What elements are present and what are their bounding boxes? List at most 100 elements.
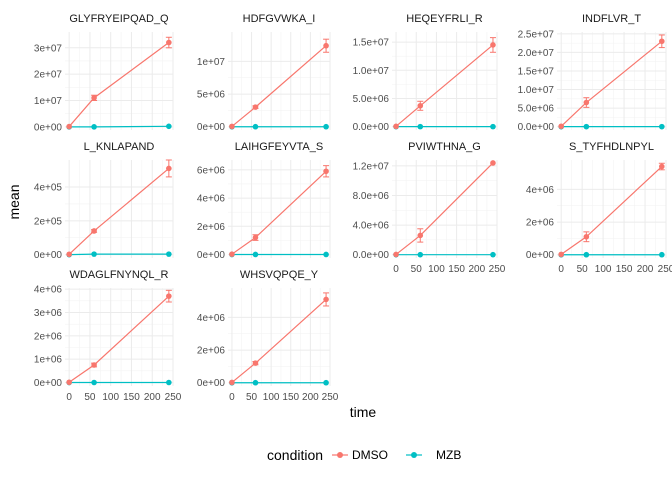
data-point-dmso [91,95,97,101]
y-tick-label: 1.0e+07 [518,85,555,96]
y-axis-title: mean [6,184,22,219]
panel-title: WHSVQPQE_Y [240,269,319,281]
data-point-dmso [558,123,564,130]
y-tick-label: 2e+07 [34,70,63,81]
y-tick-label: 3e+07 [34,43,63,54]
x-tick-label: 50 [577,264,589,275]
panel-title: HEQEYFRLI_R [406,13,482,25]
x-tick-label: 250 [489,264,506,275]
facet-panel: WHSVQPQE_Y 0e+00 2e+06 4e+06 0 50 100 150 200 250 [197,269,339,403]
facet-panel: INDFLVR_T 0.0e+00 5.0e+06 1.0e+07 1.5e+07 2.0… [518,13,667,133]
legend-label-mzb: MZB [436,448,461,462]
y-tick-label: 1e+06 [34,355,63,366]
facet-panel: PVIWTHNA_G 0.0e+00 4.0e+06 8.0e+06 1.2e+07 0 5… [353,141,506,275]
series-line-dmso [395,162,494,255]
data-point-dmso [252,104,259,110]
y-tick-label: 2.5e+07 [518,29,555,40]
x-axis-title: time [350,404,377,420]
facet-panel: L_KNLAPAND 0e+00 2e+05 4e+05 [34,141,174,261]
series-line-mzb [69,125,169,128]
y-tick-label: 8.0e+06 [353,191,390,202]
panel-title: LAIHGFEYVTA_S [235,141,323,153]
panel-title: PVIWTHNA_G [408,141,481,153]
y-tick-label: 2e+06 [197,346,226,357]
data-point-mzb [252,379,259,386]
data-point-mzb [323,123,329,130]
data-point-dmso [166,39,172,46]
legend: condition DMSO MZB [267,447,461,463]
data-point-mzb [91,251,97,257]
data-point-dmso [323,42,329,49]
y-tick-label: 4e+06 [34,285,63,296]
x-tick-label: 150 [123,392,140,403]
x-tick-label: 0 [66,392,72,403]
data-point-dmso [323,296,329,303]
x-tick-label: 250 [658,264,672,275]
y-tick-label: 1.0e+07 [353,66,390,77]
data-point-mzb [91,379,97,386]
series-line-mzb [69,253,169,256]
y-tick-label: 6e+06 [197,165,226,176]
data-point-dmso [252,360,259,366]
data-point-dmso [417,232,424,239]
series-line-dmso [560,40,663,127]
data-point-mzb [252,123,259,130]
series-line-dmso [231,298,327,383]
data-point-dmso [417,102,424,109]
y-tick-label: 0e+00 [197,122,226,133]
series-line-dmso [395,44,494,127]
x-tick-label: 100 [263,392,280,403]
y-tick-label: 0e+00 [34,250,63,261]
y-tick-label: 0.0e+00 [353,250,390,261]
series-line-dmso [231,45,327,127]
y-tick-label: 0e+00 [34,122,63,133]
y-tick-label: 1.2e+07 [353,161,390,172]
data-point-dmso [558,251,564,258]
legend-key-dmso [332,452,348,458]
data-point-dmso [252,234,259,241]
y-tick-label: 1.5e+07 [353,38,390,49]
data-point-dmso [229,123,235,130]
panel-title: GLYFRYEIPQAD_Q [69,13,169,25]
y-tick-label: 0e+00 [197,378,226,389]
data-point-dmso [66,123,72,130]
x-tick-label: 50 [411,264,423,275]
data-point-dmso [490,160,496,166]
data-point-dmso [229,379,235,386]
panel-title: INDFLVR_T [582,13,641,25]
data-point-dmso [583,99,590,106]
y-tick-label: 0e+00 [197,250,226,261]
facet-panel: LAIHGFEYVTA_S 0e+00 2e+06 4e+06 6e+06 [197,141,331,261]
data-point-dmso [583,233,590,240]
legend-label-dmso: DMSO [352,448,388,462]
y-tick-label: 5.0e+06 [518,104,555,115]
y-tick-label: 0e+00 [526,250,555,261]
facet-panel: GLYFRYEIPQAD_Q 0e+00 1e+07 2e+07 3e+07 [34,13,174,133]
data-point-dmso [66,251,72,258]
x-tick-label: 50 [246,392,258,403]
facet-panel: WDAGLFNYNQL_R 0e+00 1e+06 2e+06 3e+06 4e+06 0 5… [34,269,182,403]
x-tick-label: 50 [84,392,96,403]
data-point-mzb [490,123,496,130]
legend-key-mzb [406,452,422,458]
x-tick-label: 100 [102,392,119,403]
y-tick-label: 2.0e+07 [518,48,555,59]
data-point-mzb [166,123,172,130]
series-line-dmso [68,42,170,127]
panel-title: WDAGLFNYNQL_R [69,269,168,281]
panel-title: L_KNLAPAND [84,141,155,153]
data-point-dmso [91,228,97,234]
series-line-dmso [560,166,663,255]
data-point-mzb [166,379,172,386]
facet-panel: HEQEYFRLI_R 0.0e+00 5.0e+06 1.0e+07 1.5e+07 [353,13,498,133]
data-point-mzb [323,251,329,258]
x-tick-label: 0 [558,264,564,275]
data-point-dmso [659,38,665,45]
y-tick-label: 5e+06 [197,90,226,101]
x-tick-label: 150 [616,264,633,275]
x-tick-label: 150 [282,392,299,403]
x-tick-label: 150 [448,264,465,275]
y-tick-label: 5.0e+06 [353,94,390,105]
y-tick-label: 4e+06 [197,194,226,205]
